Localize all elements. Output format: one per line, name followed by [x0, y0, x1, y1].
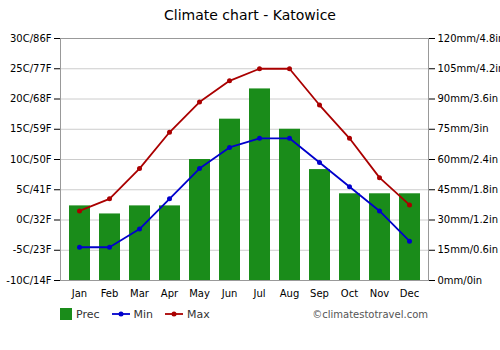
svg-text:15mm/0.6in: 15mm/0.6in [438, 244, 499, 255]
html-text:Prec: Prec [76, 307, 100, 321]
svg-text:45mm/1.8in: 45mm/1.8in [438, 184, 499, 195]
svg-text:20C/68F: 20C/68F [10, 93, 52, 104]
svg-text:Feb: Feb [101, 288, 119, 299]
svg-text:90mm/3.6in: 90mm/3.6in [438, 93, 499, 104]
svg-text:15C/59F: 15C/59F [10, 123, 52, 134]
svg-text:Dec: Dec [400, 288, 419, 299]
svg-text:105mm/4.2in: 105mm/4.2in [438, 63, 500, 74]
svg-text:Aug: Aug [280, 288, 300, 299]
svg-text:30C/86F: 30C/86F [10, 33, 52, 44]
svg-text:Oct: Oct [341, 288, 358, 299]
svg-text:Jul: Jul [252, 288, 265, 299]
html-text:Climate chart - Katowice: Climate chart - Katowice [164, 7, 336, 23]
svg-text:Sep: Sep [310, 288, 329, 299]
svg-text:25C/77F: 25C/77F [10, 63, 52, 74]
svg-text:120mm/4.8in: 120mm/4.8in [438, 33, 500, 44]
svg-text:5C/41F: 5C/41F [16, 184, 51, 195]
svg-text:-10C/14F: -10C/14F [6, 275, 51, 286]
svg-text:10C/50F: 10C/50F [10, 154, 52, 165]
svg-text:75mm/3in: 75mm/3in [438, 123, 489, 134]
svg-text:0mm/0in: 0mm/0in [438, 275, 483, 286]
svg-text:May: May [189, 288, 210, 299]
html-text:Max: Max [187, 307, 210, 321]
svg-text:60mm/2.4in: 60mm/2.4in [438, 154, 499, 165]
html-text:Min: Min [133, 307, 154, 321]
svg-text:-5C/23F: -5C/23F [13, 244, 52, 255]
html-text:©climatestotravel.com: ©climatestotravel.com [312, 308, 428, 320]
svg-text:30mm/1.2in: 30mm/1.2in [438, 214, 499, 225]
svg-text:Nov: Nov [370, 288, 390, 299]
svg-text:Apr: Apr [161, 288, 179, 299]
svg-text:Jun: Jun [221, 288, 238, 299]
svg-text:Jan: Jan [71, 288, 87, 299]
svg-text:0C/32F: 0C/32F [16, 214, 51, 225]
svg-text:Mar: Mar [130, 288, 150, 299]
